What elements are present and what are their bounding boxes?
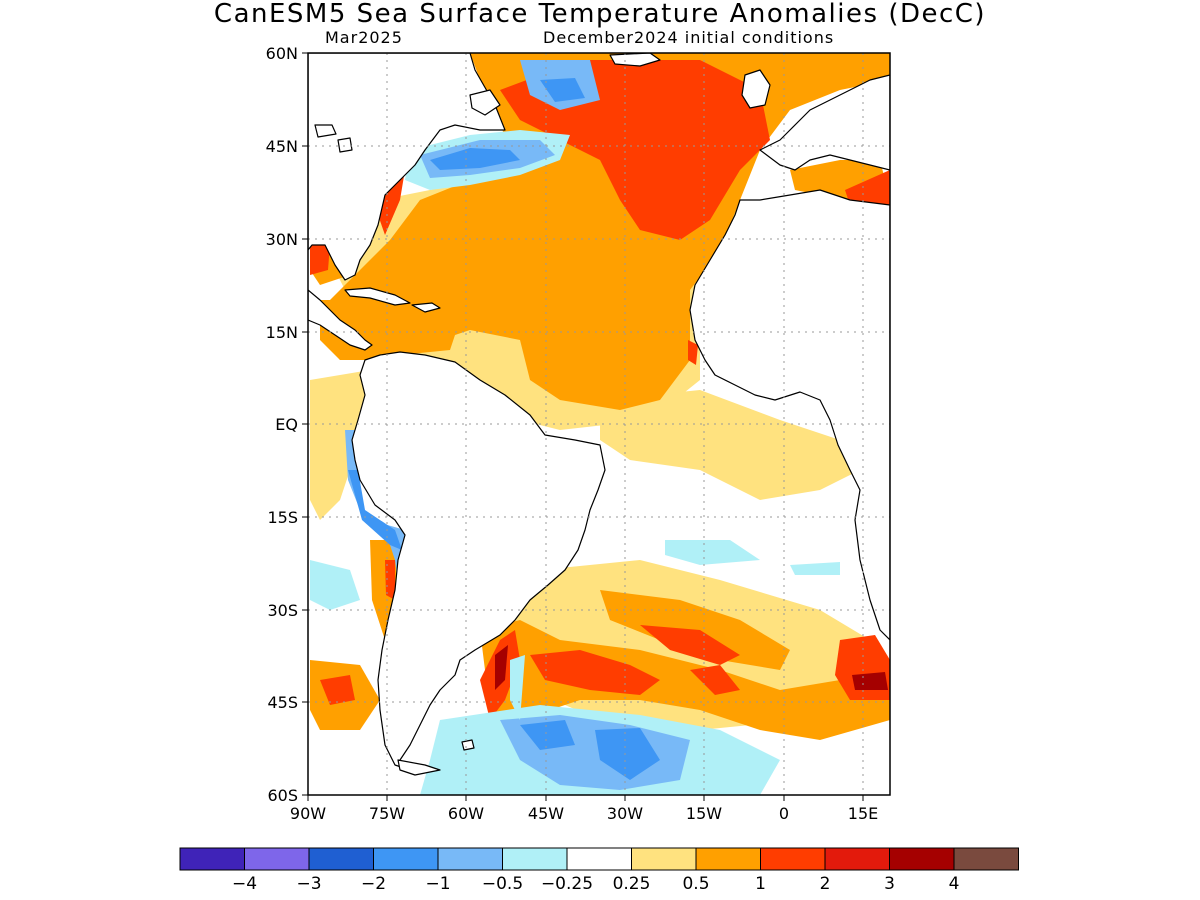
falklands-land bbox=[461, 739, 475, 751]
anomaly-extreme-benguela-core bbox=[852, 672, 888, 690]
colorbar-label: 0.25 bbox=[613, 874, 651, 894]
north-america-land bbox=[308, 53, 506, 281]
anomaly-cool-south-atlantic-2 bbox=[790, 562, 840, 575]
anomaly-cold-gulf-stream-core bbox=[430, 148, 520, 170]
anomaly-weak-warm-equatorial bbox=[600, 390, 860, 500]
colorbar-swatch bbox=[437, 847, 503, 871]
anomaly-extreme-argentina-core bbox=[495, 645, 508, 690]
colorbar-label: −4 bbox=[232, 874, 257, 894]
colorbar-swatch bbox=[308, 847, 374, 871]
colorbar-label: −3 bbox=[296, 874, 321, 894]
anomaly-hot-south-atlantic-3 bbox=[690, 665, 740, 695]
colorbar: −4 −3 −2 −1 −0.5 −0.25 0.25 0.5 1 2 3 4 bbox=[179, 847, 1019, 894]
south-america-land bbox=[351, 351, 606, 771]
anomaly-hot-south-atlantic-1 bbox=[530, 650, 660, 695]
colorbar-swatch bbox=[889, 847, 955, 871]
anomaly-colder-southern-ocean bbox=[520, 720, 660, 780]
lon-label: 15E bbox=[848, 804, 878, 823]
hispaniola-land bbox=[411, 302, 441, 313]
anomaly-warm-patagonia-shelf bbox=[480, 620, 890, 740]
colorbar-swatch bbox=[760, 847, 826, 871]
lat-label: 60S bbox=[267, 786, 298, 805]
coastlines bbox=[308, 53, 890, 776]
anomaly-cold-peru-coast bbox=[348, 470, 402, 550]
anomaly-cool-south-atlantic-1 bbox=[665, 540, 760, 565]
anomaly-hot-chile bbox=[320, 675, 355, 705]
lon-label: 90W bbox=[290, 804, 326, 823]
colorbar-swatch bbox=[179, 847, 245, 871]
colorbar-label: 2 bbox=[820, 874, 831, 894]
british-isles-land bbox=[741, 69, 771, 109]
colorbar-swatch bbox=[631, 847, 697, 871]
lon-label: 15W bbox=[686, 804, 722, 823]
lat-label: 30S bbox=[267, 601, 298, 620]
lat-label: EQ bbox=[275, 415, 298, 434]
africa-land bbox=[689, 189, 890, 641]
colorbar-label: −0.5 bbox=[482, 874, 523, 894]
initial-conditions-label: December2024 initial conditions bbox=[543, 28, 835, 47]
lat-label: 15N bbox=[266, 323, 298, 342]
lon-label: 30W bbox=[607, 804, 643, 823]
central-america-land bbox=[308, 289, 373, 351]
colorbar-label: −0.25 bbox=[541, 874, 593, 894]
newfoundland-land bbox=[469, 89, 501, 116]
longitude-labels: 90W 75W 60W 45W 30W 15W 0 15E bbox=[290, 804, 878, 823]
tick-marks bbox=[302, 52, 864, 801]
graticule bbox=[308, 53, 890, 795]
colorbar-label: −2 bbox=[361, 874, 386, 894]
anomaly-hot-west-africa bbox=[688, 340, 698, 365]
lat-label: 45S bbox=[267, 693, 298, 712]
colorbar-swatch bbox=[566, 847, 632, 871]
anomaly-cool-patagonia bbox=[510, 655, 525, 720]
colorbar-swatch bbox=[373, 847, 439, 871]
lon-label: 0 bbox=[779, 804, 789, 823]
colorbar-swatch bbox=[244, 847, 310, 871]
colorbar-label: 3 bbox=[884, 874, 895, 894]
great-lakes-water bbox=[314, 124, 353, 153]
lon-label: 45W bbox=[528, 804, 564, 823]
anomaly-weak-warm-coast-pacific bbox=[310, 370, 370, 520]
forecast-month: Mar2025 bbox=[325, 28, 403, 47]
colorbar-swatch bbox=[953, 847, 1019, 871]
tierra-del-fuego-land bbox=[397, 759, 441, 776]
colorbar-label: 0.5 bbox=[682, 874, 709, 894]
cuba-land bbox=[344, 287, 411, 306]
lat-label: 45N bbox=[266, 137, 298, 156]
anomaly-hot-south-atlantic-2 bbox=[640, 625, 740, 665]
anomaly-hot-central-america bbox=[310, 240, 330, 275]
anomaly-cold-labrador-core bbox=[540, 78, 585, 102]
anomaly-hot-peru bbox=[385, 560, 395, 600]
lon-label: 75W bbox=[369, 804, 405, 823]
colorbar-label: 4 bbox=[949, 874, 960, 894]
colorbar-swatch bbox=[695, 847, 761, 871]
lat-label: 30N bbox=[266, 230, 298, 249]
colorbar-label: 1 bbox=[755, 874, 766, 894]
lat-label: 60N bbox=[266, 44, 298, 63]
colorbar-swatch bbox=[502, 847, 568, 871]
colorbar-swatch bbox=[824, 847, 890, 871]
lat-label: 15S bbox=[267, 508, 298, 527]
map-title: CanESM5 Sea Surface Temperature Anomalie… bbox=[213, 0, 987, 29]
colorbar-label: −1 bbox=[425, 874, 450, 894]
latitude-labels: 60N 45N 30N 15N EQ 15S 30S 45S 60S bbox=[266, 44, 298, 805]
anomaly-cool-south-pacific bbox=[310, 560, 360, 610]
lon-label: 60W bbox=[448, 804, 484, 823]
